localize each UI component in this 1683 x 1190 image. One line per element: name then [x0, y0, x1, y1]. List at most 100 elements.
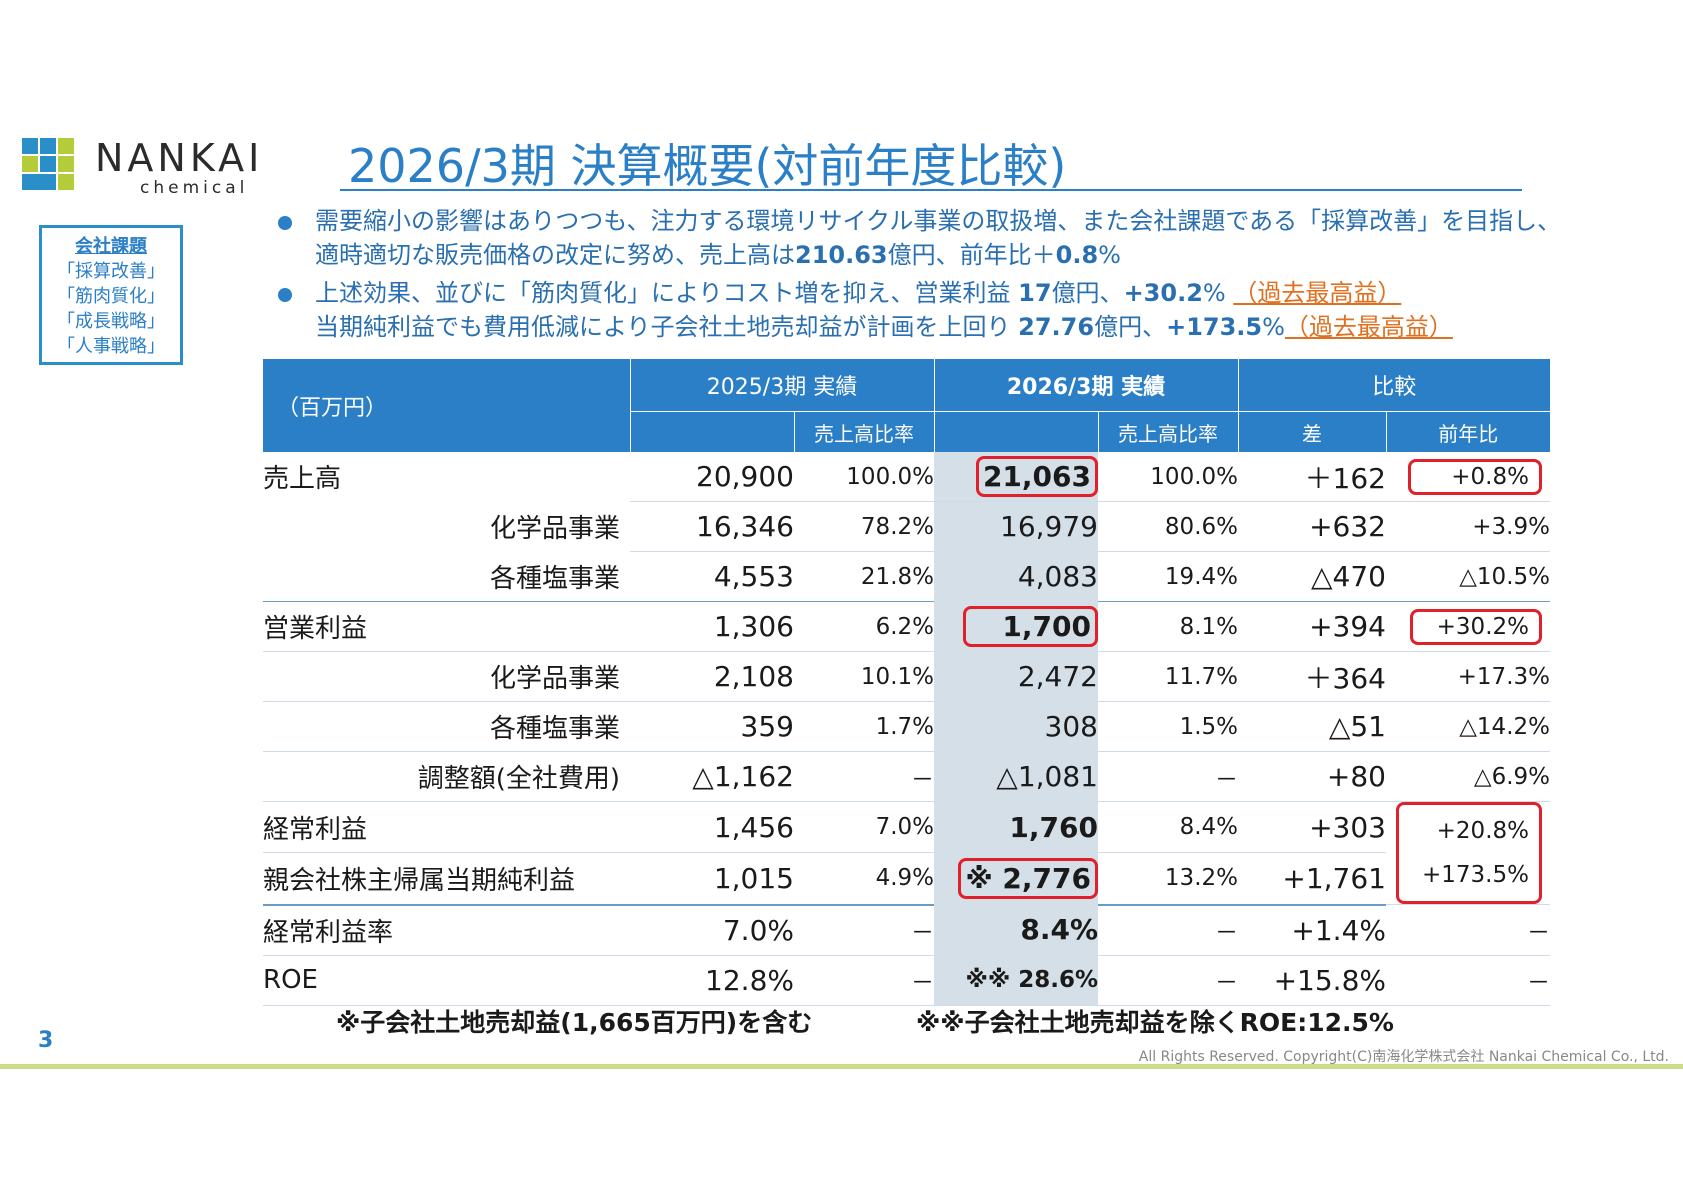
curr-ratio: 19.4%: [1098, 551, 1238, 602]
prev-ratio: －: [794, 751, 934, 802]
prev-ratio: 4.9%: [794, 852, 934, 906]
prev-ratio: 100.0%: [794, 452, 934, 502]
curr-value: 21,063: [934, 452, 1098, 502]
yoy-value: +0.8%: [1386, 452, 1550, 502]
prev-ratio: 1.7%: [794, 701, 934, 752]
prev-ratio: －: [794, 904, 934, 956]
table-row: 経常利益 1,456 7.0% 1,760 8.4% +303 +20.8% +…: [263, 801, 1550, 905]
yoy-value: +20.8%: [1436, 818, 1529, 844]
diff-value: +1,761: [1238, 852, 1386, 906]
page-title: 2026/3期 決算概要(対前年度比較): [348, 139, 1067, 193]
bullet-text: 需要縮小の影響はありつつも、注力する環境リサイクル事業の取扱増、また会社課題であ…: [315, 207, 1562, 235]
prev-value: 1,015: [630, 852, 794, 906]
issues-heading: 会社課題: [75, 236, 147, 257]
yoy-value: +17.3%: [1386, 651, 1550, 702]
bullet-text: 上述効果、並びに「筋肉質化」によりコスト増を抑え、営業利益 17億円、+30.2…: [315, 279, 1402, 307]
diff-value: +632: [1238, 501, 1386, 552]
diff-value: +394: [1238, 601, 1386, 652]
footnote-roe: ※※子会社土地売却益を除くROE:12.5%: [916, 1008, 1394, 1037]
row-label: 売上高: [263, 464, 342, 495]
ratio-subheader: 売上高比率: [793, 411, 934, 452]
diff-value: △51: [1238, 701, 1386, 752]
curr-ratio: 8.4%: [1098, 801, 1238, 854]
table-row: 調整額(全社費用) △1,162 － △1,081 － +80 △6.9%: [263, 751, 1550, 802]
row-label: 各種塩事業: [263, 551, 630, 602]
yoy-value: －: [1386, 904, 1550, 956]
yoy-value-group: +20.8% +173.5%: [1386, 801, 1550, 905]
curr-value: 4,083: [934, 551, 1098, 602]
bottom-accent-bar: [0, 1064, 1683, 1069]
page-number: 3: [38, 1028, 54, 1053]
issue-item: 「人事戦略」: [57, 336, 165, 357]
curr-ratio: 8.1%: [1098, 601, 1238, 652]
yoy-value: △10.5%: [1386, 551, 1550, 602]
bullet-dot-icon: [278, 288, 292, 302]
row-label: 調整額(全社費用): [263, 751, 630, 802]
row-label: 各種塩事業: [263, 701, 630, 752]
unit-header: （百万円）: [263, 359, 630, 452]
row-label: 化学品事業: [489, 514, 620, 544]
curr-ratio: －: [1098, 955, 1238, 1006]
highlight-box: 1,700: [963, 606, 1098, 647]
prev-ratio: －: [794, 955, 934, 1006]
table-row: 経常利益率 7.0% － 8.4% － +1.4% －: [263, 904, 1550, 956]
yoy-subheader: 前年比: [1385, 411, 1550, 452]
company-issues-box: 会社課題 「採算改善」 「筋肉質化」 「成長戦略」 「人事戦略」: [39, 225, 183, 365]
yoy-value: △14.2%: [1386, 701, 1550, 752]
footnote-land-sale: ※子会社土地売却益(1,665百万円)を含む: [336, 1008, 813, 1037]
diff-value: +80: [1238, 751, 1386, 802]
diff-value: ＋162: [1238, 452, 1386, 502]
row-label: 親会社株主帰属当期純利益: [263, 852, 630, 906]
logo-wordmark: NANKAI: [95, 136, 264, 180]
diff-value: +15.8%: [1238, 955, 1386, 1006]
diff-value: +303: [1238, 801, 1386, 854]
curr-year-header: 2026/3期 実績: [933, 359, 1238, 412]
table-row: 各種塩事業 359 1.7% 308 1.5% △51 △14.2%: [263, 701, 1550, 752]
blank-subheader: [933, 411, 1098, 452]
curr-value: 1,700: [934, 601, 1098, 652]
highlight-box: ※ 2,776: [958, 858, 1098, 900]
row-label: 営業利益: [263, 601, 630, 652]
table-row: ROE 12.8% － ※※ 28.6% － +15.8% －: [263, 955, 1550, 1006]
ratio-subheader: 売上高比率: [1097, 411, 1238, 452]
prev-ratio: 10.1%: [794, 651, 934, 702]
record-profit-note: （過去最高益）: [1233, 279, 1402, 307]
title-underline: [340, 189, 1522, 191]
curr-ratio: 13.2%: [1098, 852, 1238, 906]
prev-value: 7.0%: [630, 904, 794, 956]
row-label: ROE: [263, 955, 630, 1006]
prev-value: 12.8%: [630, 955, 794, 1006]
curr-ratio: －: [1098, 904, 1238, 956]
yoy-value: +173.5%: [1422, 862, 1529, 888]
curr-value: △1,081: [934, 751, 1098, 802]
curr-value: 8.4%: [934, 904, 1098, 955]
blank-subheader: [629, 411, 794, 452]
curr-value: 1,760: [934, 801, 1098, 853]
bullet-sales: 需要縮小の影響はありつつも、注力する環境リサイクル事業の取扱増、また会社課題であ…: [278, 204, 1658, 272]
curr-value: ※※ 28.6%: [934, 955, 1098, 1006]
prev-value: △1,162: [630, 751, 794, 802]
yoy-value: △6.9%: [1386, 751, 1550, 802]
prev-value: 359: [630, 701, 794, 752]
bullet-text: 適時適切な販売価格の改定に努め、売上高は210.63億円、前年比＋0.8%: [315, 241, 1121, 269]
logo-subtext: chemical: [140, 178, 249, 198]
bullet-text: 当期純利益でも費用低減により子会社土地売却益が計画を上回り 27.76億円、+1…: [315, 313, 1453, 341]
curr-ratio: 1.5%: [1098, 701, 1238, 752]
prev-value: 16,346: [630, 501, 794, 552]
copyright: All Rights Reserved. Copyright(C)南海化学株式会…: [1138, 1049, 1669, 1065]
highlight-box: +20.8% +173.5%: [1396, 802, 1542, 904]
prev-value: 1,456: [630, 801, 794, 854]
issue-item: 「採算改善」: [57, 261, 165, 282]
yoy-value: －: [1386, 955, 1550, 1006]
prev-value: 1,306: [630, 601, 794, 652]
financial-summary-table: （百万円） 2025/3期 実績 2026/3期 実績 比較 売上高比率 売上高…: [263, 359, 1550, 1006]
curr-value: 2,472: [934, 651, 1098, 702]
row-label: 経常利益: [263, 801, 630, 854]
diff-value: +1.4%: [1238, 904, 1386, 956]
prev-ratio: 78.2%: [794, 501, 934, 552]
diff-value: △470: [1238, 551, 1386, 602]
prev-ratio: 7.0%: [794, 801, 934, 854]
issue-item: 「成長戦略」: [57, 311, 165, 332]
diff-subheader: 差: [1237, 411, 1386, 452]
prev-year-header: 2025/3期 実績: [629, 359, 934, 412]
